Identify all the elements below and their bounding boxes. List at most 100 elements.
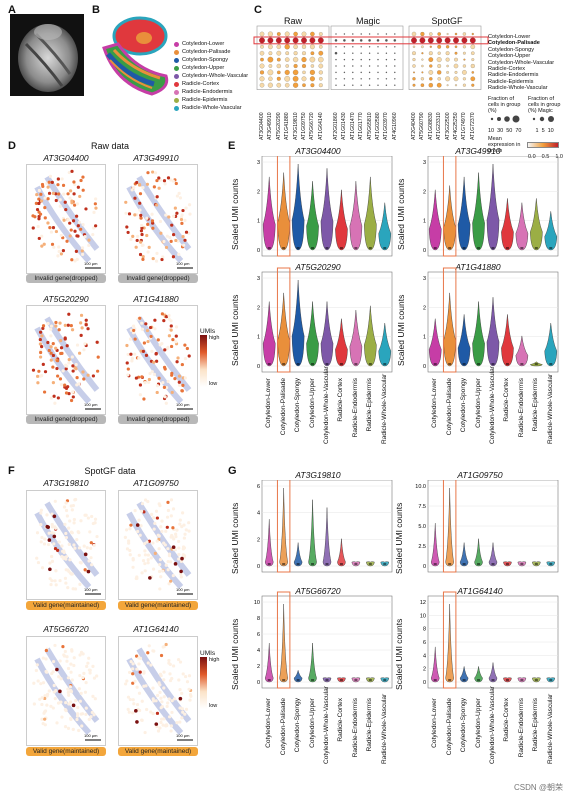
spot — [164, 245, 169, 250]
violin-mark — [459, 666, 469, 683]
spot — [95, 340, 99, 344]
violin-e-ylabel-1: Scaled UMI counts — [230, 178, 240, 250]
spot-high — [47, 538, 52, 542]
dotplot-dot — [352, 78, 354, 80]
spot — [162, 695, 166, 699]
dotplot-dot — [293, 31, 298, 37]
spot — [162, 686, 166, 690]
violin-mark — [544, 322, 558, 367]
spot — [86, 661, 90, 665]
violin-mark — [349, 181, 363, 251]
spot — [91, 374, 95, 378]
spot — [161, 380, 165, 385]
dotplot-dot — [335, 78, 337, 80]
spot — [65, 344, 69, 348]
violin-e-gene-1: AT3G04400 — [295, 146, 341, 156]
dotplot-dot — [352, 52, 354, 54]
y-tick: 0 — [423, 248, 426, 254]
spot — [67, 312, 71, 316]
violin-g-svg: 0 2 4 6 0 2.5 5.0 7.5 10.0 0 2 4 6 8 10 0 2 4 6 8 10 12 — [254, 480, 559, 689]
spot — [141, 349, 146, 353]
spot — [47, 191, 52, 195]
spot — [142, 397, 146, 401]
dotplot-dot — [368, 58, 371, 61]
dotplot-dot — [360, 52, 362, 54]
spot — [71, 364, 75, 368]
dotplot-gene-label: AT3G22500 — [444, 112, 451, 140]
y-tick: 3 — [423, 160, 426, 166]
spot — [50, 554, 54, 559]
spotgf-section-title: SpotGF data — [84, 466, 136, 476]
y-tick: 5.0 — [418, 524, 426, 530]
violin-mark — [364, 176, 377, 251]
size-tick: 10 — [488, 128, 495, 134]
spot — [84, 706, 88, 710]
dotplot-dot — [268, 76, 273, 82]
spot — [141, 559, 146, 563]
dotplot-dot — [259, 70, 265, 75]
violin-mark — [308, 642, 317, 683]
spot — [131, 672, 135, 676]
spotgf-gene-title-4: AT1G64140 — [133, 624, 179, 634]
spot — [42, 390, 47, 394]
spot — [72, 180, 76, 184]
dotplot-gene-label: AT3G19810 — [292, 112, 299, 140]
spot — [170, 535, 174, 539]
spot — [155, 516, 159, 520]
dotplot-dot — [471, 71, 475, 74]
violin-mark — [279, 487, 288, 567]
spot — [142, 671, 146, 675]
spot — [56, 254, 60, 258]
spot — [158, 726, 162, 730]
highlight-row — [253, 36, 489, 45]
spot — [84, 680, 88, 685]
spot-high — [55, 667, 59, 672]
dotplot-dot — [444, 37, 451, 44]
dotplot-dot — [284, 75, 291, 82]
spot — [70, 355, 74, 359]
dotplot-dot — [360, 58, 362, 61]
spot — [140, 502, 145, 506]
spot — [143, 542, 147, 546]
spot — [59, 677, 63, 681]
spot — [63, 725, 68, 729]
dotplot-dot — [385, 39, 388, 42]
panel-label-g: G — [228, 465, 237, 477]
y-tick: 0 — [423, 564, 426, 570]
spot — [49, 358, 53, 362]
spot — [50, 242, 55, 246]
highlight-column — [276, 156, 291, 257]
spot — [40, 374, 44, 378]
dotplot-dot — [368, 46, 371, 48]
spot — [155, 390, 159, 395]
spot — [132, 328, 136, 333]
spot — [169, 729, 173, 733]
spot — [67, 170, 71, 175]
spot — [131, 331, 136, 335]
dotplot-dot — [446, 64, 449, 68]
spot — [56, 374, 60, 378]
dotplot-dot — [471, 58, 475, 62]
legend-swatch — [174, 49, 179, 55]
violin-mark — [264, 642, 274, 683]
spot — [94, 224, 98, 228]
spatial-plot: 100 μm — [31, 312, 101, 410]
spot — [64, 508, 69, 513]
spot — [156, 533, 160, 537]
spot — [146, 250, 150, 254]
spot — [58, 578, 62, 583]
spot — [159, 720, 163, 725]
spot — [140, 699, 144, 703]
spot — [43, 696, 47, 701]
spot — [134, 245, 138, 249]
spot — [62, 555, 66, 560]
spot-high — [48, 567, 52, 572]
dotplot-dot — [318, 50, 324, 56]
spot — [177, 539, 181, 544]
spot — [88, 671, 92, 675]
spot — [59, 233, 63, 238]
y-tick: 7.5 — [418, 504, 426, 510]
spot — [69, 324, 73, 328]
violin-mark — [378, 202, 392, 251]
dotplot-dot — [469, 37, 476, 44]
